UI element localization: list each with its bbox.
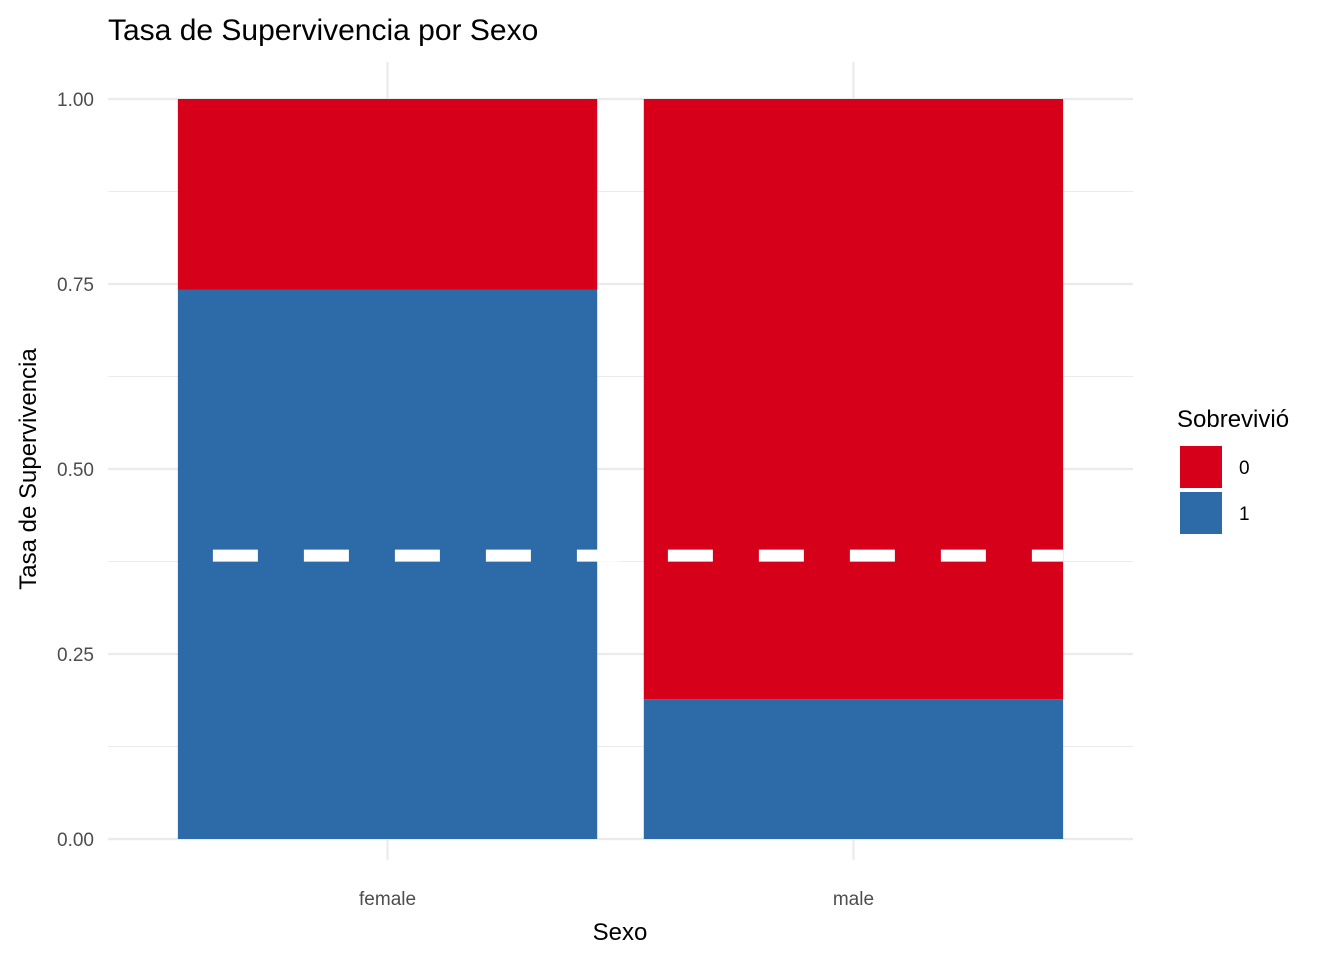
legend-label-0: 0	[1239, 458, 1250, 479]
y-tick-label: 0.75	[57, 275, 94, 296]
y-axis-title: Tasa de Supervivencia	[15, 348, 42, 590]
y-tick-label: 0.00	[57, 830, 94, 851]
legend-key-0	[1180, 446, 1222, 488]
bar-male-survived-0	[643, 99, 1064, 700]
bar-female-survived-0	[177, 99, 598, 290]
y-axis-ticks: 0.00 0.25 0.50 0.75 1.00	[57, 90, 94, 851]
bars	[177, 99, 1064, 839]
legend-key-1	[1180, 492, 1222, 534]
legend: Sobrevivió 0 1	[1177, 406, 1289, 534]
x-axis-ticks: female male	[359, 889, 874, 910]
x-axis-title: Sexo	[593, 919, 648, 946]
x-tick-label: male	[833, 889, 874, 910]
bar-female-survived-1	[177, 289, 598, 839]
bar-male-survived-1	[643, 699, 1064, 839]
chart-title: Tasa de Supervivencia por Sexo	[108, 14, 538, 47]
legend-title: Sobrevivió	[1177, 406, 1289, 433]
x-tick-label: female	[359, 889, 416, 910]
y-tick-label: 0.50	[57, 460, 94, 481]
y-tick-label: 1.00	[57, 90, 94, 111]
y-tick-label: 0.25	[57, 645, 94, 666]
legend-label-1: 1	[1239, 504, 1250, 525]
